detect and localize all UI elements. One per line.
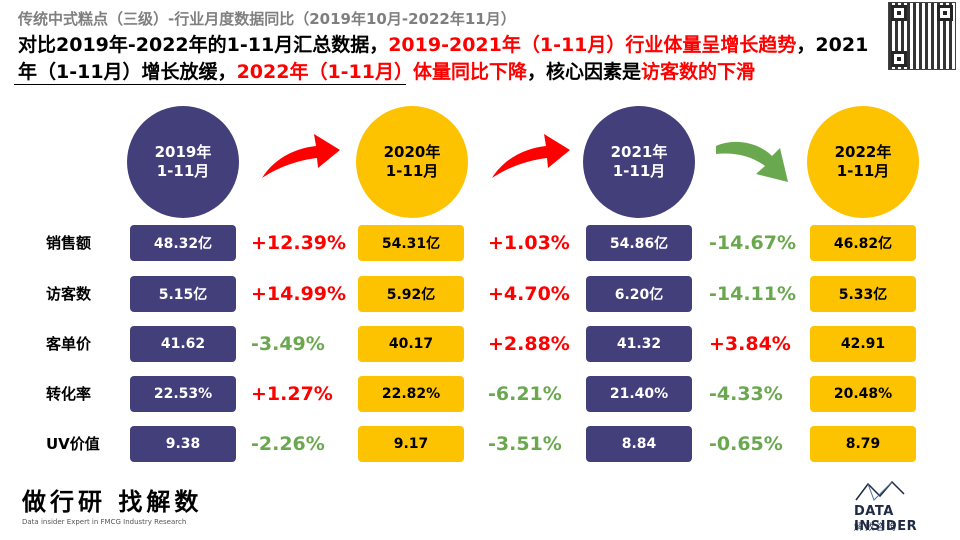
curved-arrow-down-icon [716, 141, 788, 182]
change-2021-2022: -0.65% [709, 433, 783, 455]
report-subtitle: 传统中式糕点（三级）-行业月度数据同比（2019年10月-2022年11月） [18, 10, 516, 28]
curved-arrow-up-icon [262, 134, 340, 178]
logo-text-cn: 解数咨询 [854, 523, 899, 533]
value-cell-2019: 5.15亿 [130, 276, 236, 312]
brand-slogan: 做行研 找解数 [22, 487, 203, 516]
metric-label: 转化率 [46, 385, 92, 403]
change-2020-2021: +2.88% [488, 333, 570, 355]
year-label: 2020年 [383, 143, 441, 161]
change-2020-2021: +1.03% [488, 232, 570, 254]
year-range: 1-11月 [385, 162, 439, 180]
metric-label: 客单价 [46, 335, 92, 353]
year-range: 1-11月 [156, 162, 210, 180]
metric-label: 销售额 [46, 234, 92, 252]
value-cell-2022: 46.82亿 [810, 225, 916, 261]
year-range: 1-11月 [612, 162, 666, 180]
year-circle-2021: 2021年 1-11月 [583, 106, 695, 218]
year-circle-2020: 2020年 1-11月 [356, 106, 468, 218]
value-cell-2021: 8.84 [586, 426, 692, 462]
value-cell-2022: 42.91 [810, 326, 916, 362]
value-cell-2021: 21.40% [586, 376, 692, 412]
change-2021-2022: -14.11% [709, 283, 797, 305]
year-label: 2021年 [610, 143, 668, 161]
change-2019-2020: +12.39% [251, 232, 347, 254]
metric-label: 访客数 [46, 285, 92, 303]
value-cell-2020: 5.92亿 [358, 276, 464, 312]
value-cell-2022: 8.79 [810, 426, 916, 462]
value-cell-2021: 54.86亿 [586, 225, 692, 261]
value-cell-2019: 48.32亿 [130, 225, 236, 261]
brand-slogan-sub: Data insider Expert in FMCG Industry Res… [22, 518, 187, 526]
data-insider-logo-icon: DATA INSIDER 解数咨询 [848, 478, 948, 536]
change-2020-2021: +4.70% [488, 283, 570, 305]
value-cell-2020: 40.17 [358, 326, 464, 362]
value-cell-2021: 41.32 [586, 326, 692, 362]
change-2020-2021: -3.51% [488, 433, 562, 455]
headline-part: ，核心因素是 [527, 61, 642, 83]
change-2020-2021: -6.21% [488, 383, 562, 405]
change-2021-2022: -4.33% [709, 383, 783, 405]
change-2019-2020: +1.27% [251, 383, 333, 405]
headline-part-highlight: 2022年（1-11月）体量同比下降 [236, 61, 527, 83]
headline-part-highlight: 访客数的下滑 [641, 61, 756, 83]
value-cell-2022: 20.48% [810, 376, 916, 412]
curved-arrow-up-icon [492, 134, 570, 178]
change-2021-2022: +3.84% [709, 333, 791, 355]
change-2019-2020: +14.99% [251, 283, 347, 305]
year-label: 2022年 [834, 143, 892, 161]
value-cell-2019: 41.62 [130, 326, 236, 362]
year-circle-2022: 2022年 1-11月 [807, 106, 919, 218]
value-cell-2019: 22.53% [130, 376, 236, 412]
year-label: 2019年 [154, 143, 212, 161]
headline-part-highlight: 2019-2021年（1-11月）行业体量呈增长趋势 [388, 34, 797, 56]
metric-label: UV价值 [46, 435, 100, 453]
value-cell-2022: 5.33亿 [810, 276, 916, 312]
change-2021-2022: -14.67% [709, 232, 797, 254]
logo-text: DATA INSIDER [854, 504, 918, 534]
value-cell-2020: 22.82% [358, 376, 464, 412]
headline-part: ，2021年（1-11月）增长放缓， [18, 34, 869, 83]
value-cell-2020: 54.31亿 [358, 225, 464, 261]
value-cell-2019: 9.38 [130, 426, 236, 462]
value-cell-2021: 6.20亿 [586, 276, 692, 312]
qr-code-icon [888, 2, 956, 70]
headline-underline [14, 84, 406, 85]
year-range: 1-11月 [836, 162, 890, 180]
headline-part: 对比2019年-2022年的1-11月汇总数据， [18, 34, 389, 56]
headline: 对比2019年-2022年的1-11月汇总数据，2019-2021年（1-11月… [18, 32, 878, 86]
change-2019-2020: -2.26% [251, 433, 325, 455]
year-circle-2019: 2019年 1-11月 [127, 106, 239, 218]
value-cell-2020: 9.17 [358, 426, 464, 462]
change-2019-2020: -3.49% [251, 333, 325, 355]
